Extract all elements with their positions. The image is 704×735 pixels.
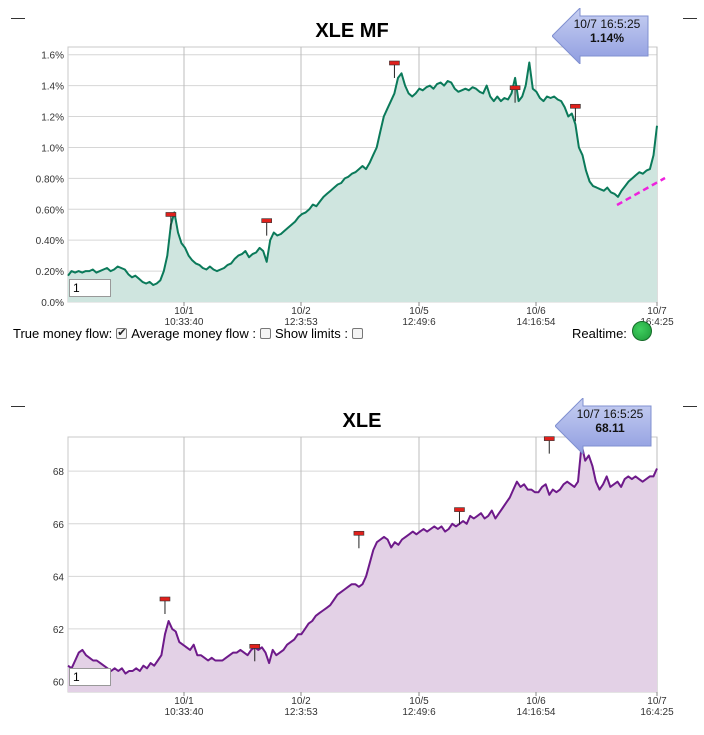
x-tick-label: 10/2 <box>291 306 311 317</box>
average-money-flow-checkbox[interactable] <box>260 328 272 339</box>
event-flag <box>570 103 581 109</box>
x-tick-label: 10/6 <box>526 696 546 707</box>
x-tick-label: 14:16:54 <box>517 707 556 718</box>
series-line <box>67 443 658 675</box>
trend-line <box>616 176 666 207</box>
money-flow-chart[interactable]: 0.0% 0.20% 0.40% 0.60% 0.80% 1.0% 1.2% 1.4% 1.6%… <box>0 0 704 330</box>
x-tick-label: 16:4:25 <box>640 317 674 328</box>
y-tick-label: 66 <box>53 520 65 531</box>
x-tick-label: 12:3:53 <box>284 317 318 328</box>
series-area <box>68 444 657 692</box>
y-tick-label: 0.80% <box>36 174 64 185</box>
event-flag <box>543 436 555 441</box>
corner-dash <box>683 406 697 407</box>
y-tick-label: 1.4% <box>41 82 64 93</box>
callout-time: 10/7 16:5:25 <box>576 407 644 421</box>
y-tick-label: 1.6% <box>41 51 64 62</box>
true-money-flow-label: True money flow: <box>13 326 113 341</box>
x-tick-label: 10/5 <box>409 696 429 707</box>
zoom-input[interactable] <box>69 279 111 297</box>
callout-time: 10/7 16:5:25 <box>573 17 641 31</box>
event-flag <box>353 530 365 536</box>
x-tick-label: 10:33:40 <box>165 317 204 328</box>
y-tick-label: 1.2% <box>41 113 64 124</box>
x-tick-label: 10/2 <box>291 696 311 707</box>
event-flag <box>249 644 261 649</box>
x-tick-label: 10/1 <box>174 306 194 317</box>
x-tick-label: 10/7 <box>647 696 667 707</box>
true-money-flow-checkbox[interactable] <box>116 326 128 339</box>
x-tick-label: 10/1 <box>174 696 194 707</box>
average-money-flow-label: Average money flow : <box>131 326 257 341</box>
realtime-label: Realtime: <box>572 326 627 341</box>
x-tick-label: 10:33:40 <box>165 707 204 718</box>
y-tick-label: 62 <box>53 625 65 636</box>
y-tick-label: 0.20% <box>36 267 64 278</box>
event-flag <box>389 60 400 66</box>
x-tick-label: 10/7 <box>647 306 667 317</box>
value-callout: 10/7 16:5:25 1.14% <box>552 8 652 64</box>
event-flag <box>165 212 177 217</box>
show-limits-checkbox[interactable] <box>351 328 363 339</box>
chart-options: True money flow: Average money flow : Sh… <box>13 326 367 341</box>
callout-value: 1.14% <box>589 31 625 45</box>
show-limits-label: Show limits : <box>275 326 348 341</box>
y-tick-label: 60 <box>53 677 65 688</box>
value-callout: 10/7 16:5:25 68.11 <box>555 398 655 454</box>
callout-value: 68.11 <box>595 421 625 435</box>
event-flag <box>159 596 171 602</box>
series-area <box>68 62 657 302</box>
y-tick-label: 68 <box>53 467 65 478</box>
x-tick-label: 14:16:54 <box>517 317 556 328</box>
x-tick-label: 10/6 <box>526 306 546 317</box>
x-tick-label: 16:4:25 <box>640 707 674 718</box>
price-chart[interactable]: 60 62 64 66 68 10/110:33:40 10/212:3:53 10/512:… <box>0 400 704 735</box>
corner-dash <box>11 18 25 19</box>
realtime-status-icon[interactable] <box>632 321 652 341</box>
x-tick-label: 10/5 <box>409 306 429 317</box>
event-flag <box>454 507 465 512</box>
event-flag <box>261 218 272 223</box>
corner-dash <box>683 18 697 19</box>
y-tick-label: 0.40% <box>36 236 64 247</box>
corner-dash <box>11 406 25 407</box>
y-tick-label: 1.0% <box>41 143 64 154</box>
x-tick-label: 12:49:6 <box>402 317 436 328</box>
chart-title: XLE <box>342 410 382 432</box>
x-tick-label: 12:49:6 <box>402 707 436 718</box>
y-tick-label: 64 <box>53 572 65 583</box>
event-flag <box>509 85 521 91</box>
zoom-input[interactable] <box>69 668 111 686</box>
series-line <box>67 61 658 286</box>
chart-title: XLE MF <box>315 20 389 42</box>
y-tick-label: 0.60% <box>36 205 64 216</box>
x-tick-label: 12:3:53 <box>284 707 318 718</box>
y-tick-label: 0.0% <box>41 298 64 309</box>
